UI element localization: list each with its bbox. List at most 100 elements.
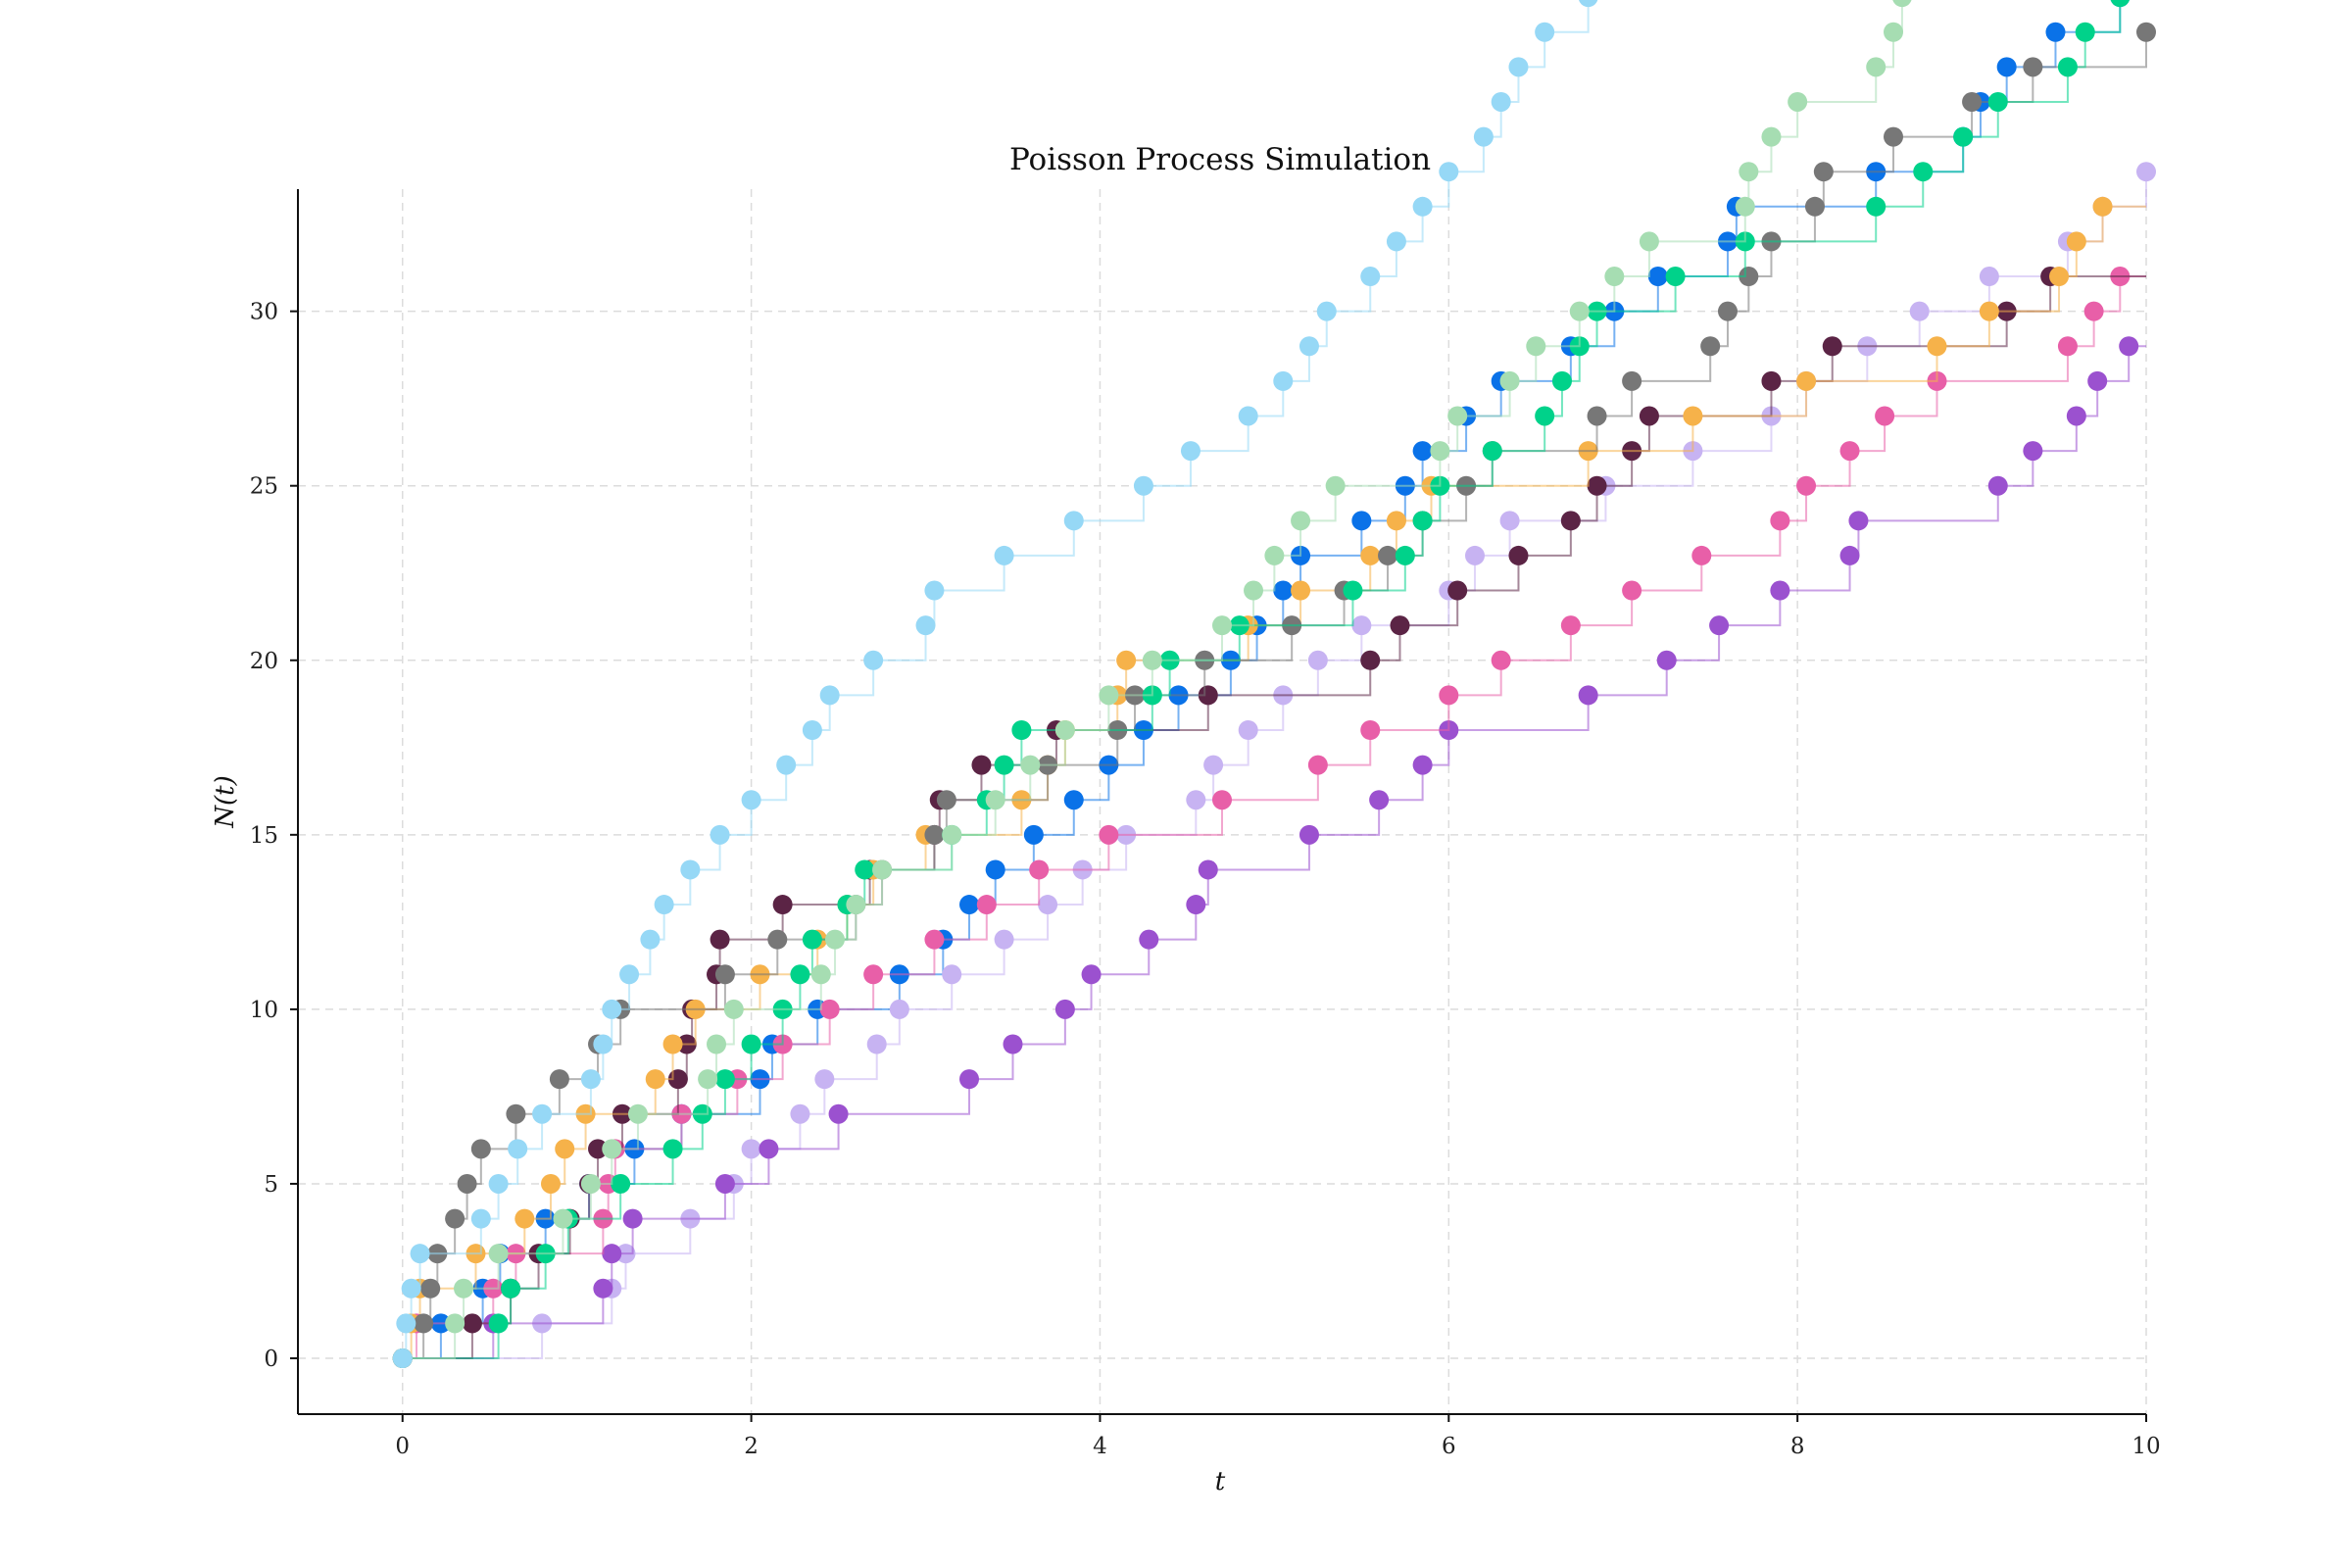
series-6-point-30 bbox=[1979, 301, 1999, 321]
series-2-point-24 bbox=[1499, 511, 1520, 531]
series-10-point-11 bbox=[619, 964, 640, 985]
series-5-point-25 bbox=[1587, 475, 1607, 496]
series-6-point-27 bbox=[1683, 406, 1703, 426]
series-10-point-12 bbox=[640, 929, 661, 950]
series-7-point-15 bbox=[924, 824, 945, 845]
series-10-point-15 bbox=[710, 824, 730, 845]
series-6-point-29 bbox=[1927, 336, 1947, 357]
series-9-point-18 bbox=[1054, 719, 1075, 740]
series-3-point-13 bbox=[1186, 895, 1206, 915]
series-8-point-14 bbox=[855, 859, 875, 880]
y-tick-label: 20 bbox=[250, 649, 278, 674]
series-4-point-12 bbox=[924, 929, 945, 950]
series-9-point-12 bbox=[825, 929, 846, 950]
series-4-point-27 bbox=[1875, 406, 1895, 426]
series-8-point-27 bbox=[1535, 406, 1555, 426]
series-8-point-5 bbox=[611, 1173, 631, 1194]
series-8-point-26 bbox=[1482, 441, 1502, 462]
series-5-point-13 bbox=[772, 895, 793, 915]
series-9-point-34 bbox=[1739, 162, 1759, 182]
series-10-point-25 bbox=[1133, 475, 1153, 496]
series-9-point-30 bbox=[1569, 301, 1590, 321]
series-1-point-16 bbox=[1063, 790, 1084, 810]
series-9-point-5 bbox=[580, 1173, 601, 1194]
series-3-point-15 bbox=[1298, 824, 1319, 845]
series-8-point-17 bbox=[994, 755, 1014, 775]
series-3-step-line bbox=[402, 345, 2146, 1360]
series-10-point-6 bbox=[508, 1139, 528, 1159]
series-10-point-9 bbox=[593, 1034, 613, 1054]
series-2-point-20 bbox=[1307, 650, 1328, 670]
series-2-point-30 bbox=[1909, 301, 1930, 321]
series-10-point-32 bbox=[1386, 231, 1406, 252]
series-3-point-21 bbox=[1709, 615, 1730, 636]
series-3-point-28 bbox=[2087, 370, 2108, 391]
series-10-point-34 bbox=[1439, 162, 1459, 182]
series-9-point-9 bbox=[707, 1034, 727, 1054]
series-9-point-15 bbox=[942, 824, 962, 845]
series-7-point-6 bbox=[470, 1139, 491, 1159]
series-5-point-28 bbox=[1761, 370, 1782, 391]
series-9-point-26 bbox=[1430, 441, 1450, 462]
series-8-point-23 bbox=[1395, 545, 1415, 565]
series-10-point-37 bbox=[1508, 57, 1529, 77]
series-2-point-17 bbox=[1203, 755, 1224, 775]
series-2-point-12 bbox=[994, 929, 1014, 950]
series-8-point-11 bbox=[790, 964, 810, 985]
series-8-point-22 bbox=[1343, 580, 1363, 601]
series-2-point-18 bbox=[1238, 719, 1258, 740]
series-2-point-23 bbox=[1464, 545, 1485, 565]
series-3-point-19 bbox=[1578, 685, 1598, 706]
series-3-point-24 bbox=[1848, 511, 1869, 531]
series-7-point-11 bbox=[714, 964, 735, 985]
series-8-point-2 bbox=[501, 1278, 521, 1298]
series-9-point-23 bbox=[1264, 545, 1285, 565]
series-3-point-12 bbox=[1139, 929, 1159, 950]
x-tick-label: 0 bbox=[395, 1434, 410, 1459]
series-10-point-24 bbox=[1063, 511, 1084, 531]
series-3 bbox=[392, 336, 2146, 1369]
series-10-point-38 bbox=[1535, 22, 1555, 42]
series-9-point-4 bbox=[553, 1208, 573, 1229]
series-3-point-26 bbox=[2023, 441, 2043, 462]
chart-title: Poisson Process Simulation bbox=[1009, 142, 1431, 177]
series-4-point-16 bbox=[1212, 790, 1232, 810]
series-10-point-10 bbox=[602, 999, 622, 1019]
series-4-step-line bbox=[402, 275, 2146, 1360]
series-4-point-17 bbox=[1307, 755, 1328, 775]
y-axis-label: N(t) bbox=[211, 775, 240, 829]
series-7-point-37 bbox=[2023, 57, 2043, 77]
y-tick-label: 30 bbox=[250, 300, 278, 325]
series-9-point-24 bbox=[1291, 511, 1311, 531]
series-7 bbox=[392, 22, 2156, 1369]
series-2-point-8 bbox=[814, 1069, 835, 1090]
series-10-point-31 bbox=[1360, 267, 1381, 287]
series-9-point-2 bbox=[454, 1278, 474, 1298]
series-8 bbox=[392, 0, 2130, 1369]
series-5-point-19 bbox=[1198, 685, 1218, 706]
series-3-point-3 bbox=[602, 1244, 622, 1264]
series-2-point-9 bbox=[866, 1034, 887, 1054]
series-9-point-36 bbox=[1788, 91, 1808, 112]
series-6-point-23 bbox=[1360, 545, 1381, 565]
y-tick-label: 0 bbox=[264, 1347, 278, 1372]
series-3-point-4 bbox=[622, 1208, 643, 1229]
series-4-point-26 bbox=[1839, 441, 1860, 462]
series-1-point-13 bbox=[959, 895, 980, 915]
series-10-point-39 bbox=[1579, 0, 1598, 8]
series-3-point-29 bbox=[2119, 336, 2139, 357]
series-3-point-25 bbox=[1987, 475, 2008, 496]
series-9-point-3 bbox=[488, 1244, 509, 1264]
series-2-point-13 bbox=[1038, 895, 1058, 915]
series-4-point-15 bbox=[1099, 824, 1119, 845]
series-4-point-23 bbox=[1691, 545, 1712, 565]
series-9-point-37 bbox=[1866, 57, 1886, 77]
series-5 bbox=[392, 267, 2146, 1369]
series-3-point-9 bbox=[1003, 1034, 1023, 1054]
y-tick-label: 5 bbox=[264, 1172, 278, 1198]
series-5-point-23 bbox=[1508, 545, 1529, 565]
series-7-point-29 bbox=[1700, 336, 1721, 357]
series-5-point-22 bbox=[1447, 580, 1468, 601]
series-9-point-19 bbox=[1099, 685, 1119, 706]
